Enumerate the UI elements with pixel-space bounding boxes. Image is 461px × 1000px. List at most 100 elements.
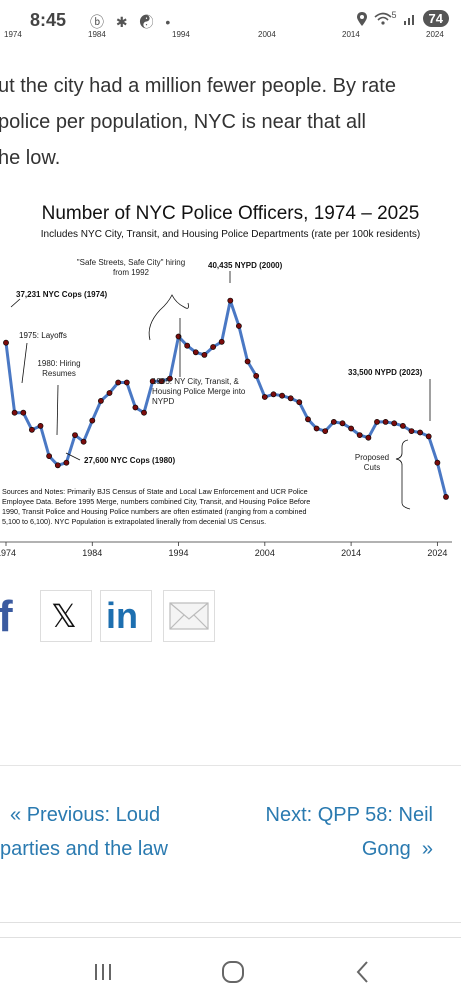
wifi-band: 5 bbox=[391, 9, 397, 20]
share-buttons: f 𝕏 in bbox=[0, 590, 461, 642]
data-point bbox=[192, 349, 199, 356]
data-point bbox=[434, 459, 441, 466]
back-button[interactable] bbox=[348, 957, 378, 987]
data-point bbox=[356, 432, 363, 438]
divider bbox=[0, 937, 461, 938]
home-button[interactable] bbox=[218, 957, 248, 987]
data-point bbox=[417, 429, 423, 436]
status-time: 8:45 bbox=[30, 10, 67, 30]
post-navigation: « Previous: Loud parties and the law Nex… bbox=[0, 765, 461, 926]
annotation-cuts: Proposed Cuts bbox=[354, 453, 390, 472]
previous-post-link[interactable]: « Previous: Loud parties and the law bbox=[0, 798, 210, 866]
top-axis-fragment: 1974 1984 1994 2004 2014 2024 bbox=[0, 30, 461, 42]
data-point bbox=[425, 433, 432, 440]
data-point bbox=[63, 459, 70, 466]
battery-level: 74 bbox=[422, 10, 449, 27]
home-icon bbox=[222, 961, 244, 983]
data-point bbox=[399, 422, 406, 429]
x-tick-label: 2024 bbox=[427, 548, 447, 558]
article-line: police per population, NYC is near that … bbox=[0, 111, 366, 133]
police-chart: Number of NYC Police Officers, 1974 – 20… bbox=[0, 195, 461, 565]
chart-title: Number of NYC Police Officers, 1974 – 20… bbox=[41, 203, 420, 224]
data-point bbox=[123, 379, 130, 386]
data-point bbox=[330, 418, 337, 425]
prev-label: Previous: Loud bbox=[26, 804, 161, 826]
data-point bbox=[218, 338, 225, 345]
data-point bbox=[227, 297, 234, 304]
system-nav-bar bbox=[0, 945, 461, 1000]
x-icon: 𝕏 bbox=[51, 598, 77, 634]
back-icon bbox=[356, 961, 368, 983]
annotation-layoffs: 1975: Layoffs bbox=[19, 331, 67, 340]
data-point bbox=[244, 358, 251, 365]
linkedin-icon: in bbox=[106, 595, 138, 636]
divider bbox=[0, 922, 461, 923]
data-point bbox=[279, 392, 285, 399]
chart-plot: 37,231 NYC Cops (1974) 1975: Layoffs 198… bbox=[0, 258, 452, 558]
data-point bbox=[28, 426, 35, 433]
annotation-2023: 33,500 NYPD (2023) bbox=[348, 368, 423, 377]
x-tick-label: 2004 bbox=[255, 548, 275, 558]
prev-arrow-icon: « bbox=[10, 804, 22, 826]
next-title: Gong bbox=[361, 838, 411, 860]
data-point bbox=[132, 404, 139, 411]
data-point bbox=[37, 422, 44, 429]
chart-subtitle: Includes NYC City, Transit, and Housing … bbox=[40, 229, 421, 240]
next-post-link[interactable]: Next: QPP 58: Neil Gong » bbox=[233, 798, 433, 866]
next-label: Next: QPP 58: Neil bbox=[265, 804, 433, 826]
data-point bbox=[166, 375, 173, 382]
x-tick-label: 1994 bbox=[169, 548, 189, 558]
data-point bbox=[20, 409, 27, 416]
x-tick-label: 1974 bbox=[0, 548, 16, 558]
wifi-icon bbox=[373, 12, 392, 25]
data-point bbox=[115, 379, 122, 386]
data-point bbox=[46, 453, 52, 459]
data-point bbox=[72, 432, 78, 438]
facebook-share-button[interactable]: f bbox=[0, 590, 30, 641]
data-point bbox=[382, 418, 389, 425]
facebook-icon: f bbox=[0, 592, 13, 641]
article-line: ut the city had a million fewer people. … bbox=[0, 75, 396, 97]
top-axis-label: 2014 bbox=[342, 30, 360, 39]
data-point bbox=[305, 416, 311, 423]
data-point bbox=[106, 390, 113, 396]
signal-icon bbox=[403, 14, 414, 25]
email-icon bbox=[169, 602, 209, 630]
data-point bbox=[374, 418, 380, 425]
data-point bbox=[261, 394, 268, 400]
prev-title: parties and the law bbox=[0, 838, 168, 860]
data-point bbox=[296, 399, 303, 406]
status-bar: 8:45 ⓑ ✱ ☯ • 5 74 1974 1984 1994 2004 20… bbox=[0, 0, 461, 42]
data-point bbox=[210, 344, 216, 350]
recent-apps-icon bbox=[95, 964, 111, 980]
data-point bbox=[141, 409, 147, 416]
data-point bbox=[80, 438, 87, 445]
annotation-safe-streets: "Safe Streets, Safe City" hiring from 19… bbox=[76, 258, 186, 277]
data-point bbox=[149, 378, 156, 385]
x-share-button[interactable]: 𝕏 bbox=[40, 590, 92, 642]
data-point bbox=[98, 397, 104, 404]
recent-apps-button[interactable] bbox=[88, 957, 118, 987]
data-point bbox=[253, 372, 260, 379]
next-arrow-icon: » bbox=[421, 838, 433, 860]
data-point bbox=[339, 420, 346, 427]
top-axis-label: 2024 bbox=[426, 30, 444, 39]
data-point bbox=[89, 417, 96, 424]
annotation-hiring: 1980: Hiring Resumes bbox=[37, 359, 81, 378]
data-point bbox=[11, 409, 18, 416]
top-axis-label: 1994 bbox=[172, 30, 190, 39]
data-point bbox=[235, 323, 242, 329]
data-point bbox=[270, 391, 277, 398]
annotation-1974: 37,231 NYC Cops (1974) bbox=[16, 290, 107, 299]
data-point bbox=[322, 428, 329, 434]
annotation-1980: 27,600 NYC Cops (1980) bbox=[84, 456, 175, 465]
top-axis-label: 1984 bbox=[88, 30, 106, 39]
linkedin-share-button[interactable]: in bbox=[100, 590, 152, 642]
annotation-merge: 1995: NY City, Transit, & Housing Police… bbox=[152, 377, 246, 406]
top-axis-label: 1974 bbox=[4, 30, 22, 39]
data-point bbox=[313, 425, 320, 432]
data-point bbox=[287, 395, 294, 402]
location-icon bbox=[356, 11, 367, 26]
article-line: he low. bbox=[0, 147, 61, 169]
email-share-button[interactable] bbox=[163, 590, 215, 642]
